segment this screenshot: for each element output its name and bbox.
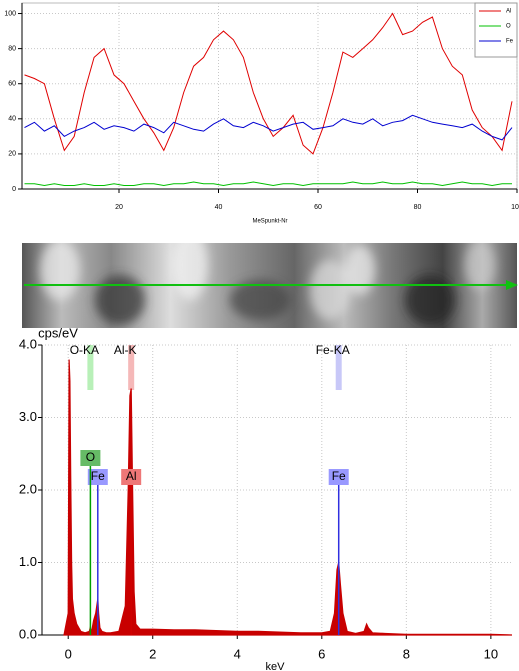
- y-tick-label: 0: [12, 186, 16, 193]
- line-band: [87, 345, 94, 390]
- x-tick-label: 60: [314, 204, 322, 211]
- legend-box: [474, 2, 518, 58]
- line-label: Fe-KA: [316, 343, 350, 357]
- y-tick-label: 2.0: [19, 481, 37, 496]
- marker-label: Al: [126, 469, 137, 483]
- x-axis-label: MeSpunkt-Nr: [253, 219, 288, 225]
- y-tick-label: 100: [4, 10, 16, 17]
- y-tick-label: 40: [8, 116, 16, 123]
- legend-label: Al: [506, 9, 511, 15]
- y-tick-label: 20: [8, 151, 16, 158]
- x-tick-label: 4: [234, 646, 241, 661]
- y-tick-label: 60: [8, 81, 16, 88]
- marker-label: Fe: [91, 469, 105, 483]
- y-tick-label: 1.0: [19, 554, 37, 569]
- marker-box: [121, 469, 142, 485]
- y-tick-label: 0.0: [19, 626, 37, 641]
- marker-box: [328, 469, 349, 485]
- marker-box: [87, 469, 108, 485]
- x-tick-label: 100: [511, 204, 519, 211]
- x-tick-label: 8: [403, 646, 410, 661]
- line-label: Al-K: [114, 343, 137, 357]
- line-label: O-KA: [70, 343, 99, 357]
- y-tick-label: 80: [8, 45, 16, 52]
- scan-line: [24, 280, 518, 290]
- spectrum: [63, 359, 513, 636]
- line-band: [128, 345, 135, 390]
- x-axis-label: keV: [265, 661, 285, 671]
- series-line: [24, 12, 513, 155]
- series-line: [24, 181, 512, 187]
- marker-label: Fe: [332, 469, 346, 483]
- x-tick-label: 40: [215, 204, 223, 211]
- x-tick-label: 20: [115, 204, 123, 211]
- legend-label: O: [506, 24, 511, 30]
- series-line: [24, 114, 513, 141]
- sem-image: [22, 243, 517, 328]
- y-tick-label: 3.0: [19, 409, 37, 424]
- plot-frame: [21, 2, 518, 190]
- y-tick-label: 4.0: [19, 336, 37, 351]
- marker-box: [80, 450, 101, 466]
- legend-label: Fe: [506, 39, 514, 45]
- x-tick-label: 6: [318, 646, 325, 661]
- x-tick-label: 80: [414, 204, 422, 211]
- x-tick-label: 2: [149, 646, 156, 661]
- line-band: [335, 345, 342, 390]
- y-axis-label: cps/eV: [38, 325, 78, 340]
- marker-label: O: [86, 450, 95, 464]
- x-tick-label: 10: [484, 646, 498, 661]
- x-tick-label: 0: [65, 646, 72, 661]
